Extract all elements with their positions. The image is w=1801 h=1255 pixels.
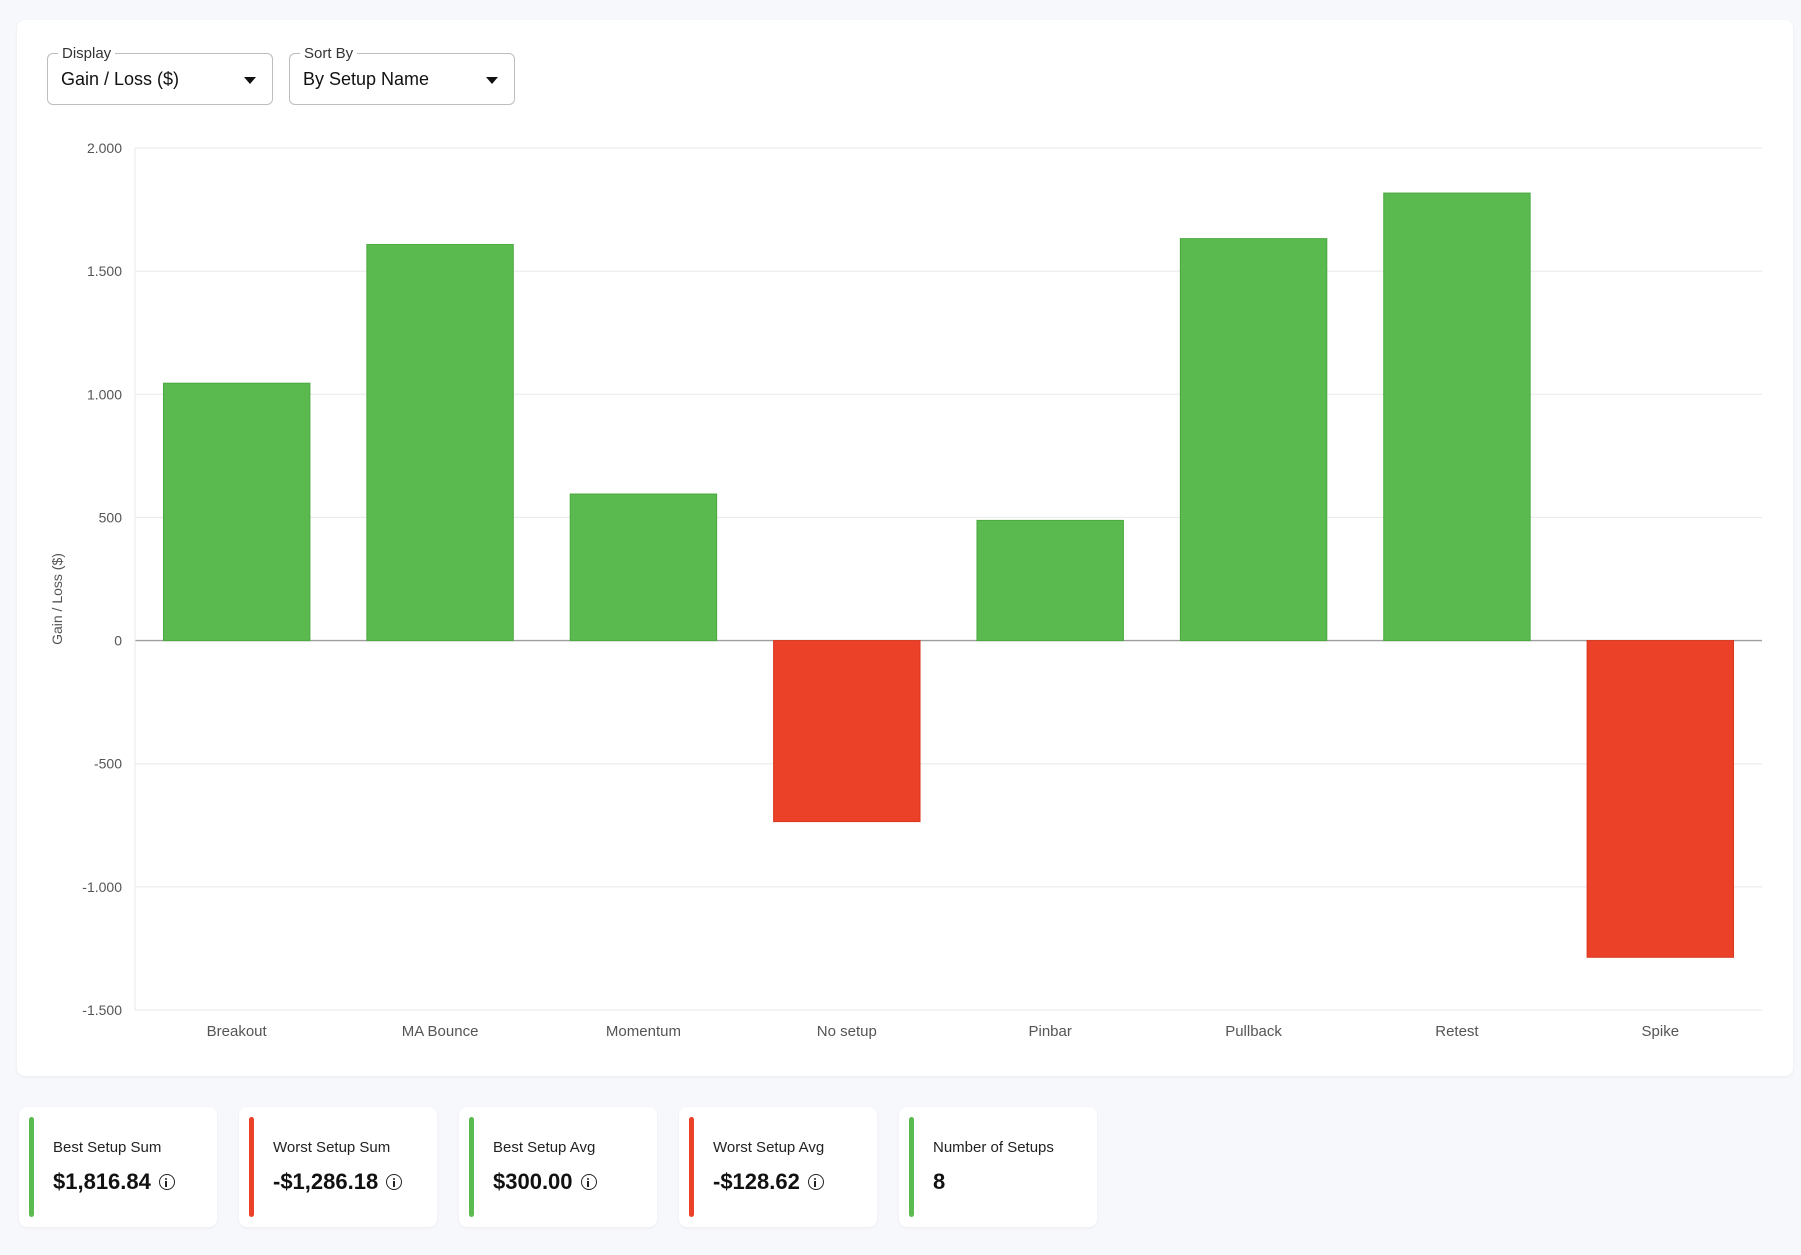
sort-by-select[interactable]: Sort By By Setup Name	[289, 45, 515, 105]
stat-value: $300.00	[493, 1169, 573, 1194]
bar-no-setup	[773, 640, 921, 823]
stat-value-row: $300.00	[493, 1169, 597, 1195]
stat-value: -$1,286.18	[273, 1169, 379, 1194]
stat-title: Number of Setups	[933, 1139, 1054, 1156]
display-select[interactable]: Display Gain / Loss ($)	[47, 45, 273, 105]
stat-accent-bar	[469, 1117, 474, 1217]
stat-title: Worst Setup Sum	[273, 1139, 391, 1156]
stat-card-number-of-setups: Number of Setups 8	[899, 1107, 1097, 1227]
bar-chart: 2.000 1.500 1.000 500 0 -500 -1.000 -1.500 Gain …	[49, 140, 1762, 1040]
sort-by-select-label: Sort By	[300, 45, 358, 62]
stat-value: $1,816.84	[53, 1169, 151, 1194]
stat-accent-bar	[249, 1117, 254, 1217]
chevron-down-icon	[244, 77, 256, 84]
y-tick-label: 1.500	[87, 263, 122, 279]
y-tick-label: -1.500	[82, 1002, 122, 1018]
y-tick-label: 0	[114, 633, 122, 649]
stat-value-row: -$128.62	[713, 1169, 824, 1195]
bar-spike	[1586, 640, 1735, 958]
sort-by-select-value: By Setup Name	[303, 69, 430, 89]
info-icon[interactable]	[386, 1174, 403, 1190]
y-tick-label: 1.000	[87, 386, 122, 402]
info-icon[interactable]	[580, 1174, 597, 1190]
x-tick-label: Pullback	[1225, 1023, 1282, 1040]
stat-card-best-setup-sum: Best Setup Sum $1,816.84	[19, 1107, 217, 1227]
x-tick-label: Breakout	[207, 1023, 268, 1040]
stat-title: Worst Setup Avg	[713, 1139, 825, 1156]
stat-accent-bar	[689, 1117, 694, 1217]
stat-value: 8	[933, 1169, 946, 1194]
x-tick-label: MA Bounce	[402, 1023, 479, 1040]
stat-value-row: $1,816.84	[53, 1169, 175, 1195]
bar-ma-bounce	[366, 244, 514, 642]
x-tick-label: No setup	[817, 1023, 877, 1040]
chart-panel: Display Gain / Loss ($) Sort By By Setup…	[17, 20, 1793, 1076]
stat-accent-bar	[29, 1117, 34, 1217]
display-select-value: Gain / Loss ($)	[61, 69, 180, 89]
info-icon[interactable]	[807, 1174, 824, 1190]
display-select-label: Display	[58, 45, 116, 62]
stat-card-best-setup-avg: Best Setup Avg $300.00	[459, 1107, 657, 1227]
bar-pullback	[1179, 238, 1328, 642]
y-tick-label: 500	[99, 509, 123, 525]
info-icon[interactable]	[158, 1174, 175, 1190]
stat-card-worst-setup-sum: Worst Setup Sum -$1,286.18	[239, 1107, 437, 1227]
y-axis-label: Gain / Loss ($)	[49, 553, 65, 645]
stat-title: Best Setup Avg	[493, 1139, 596, 1156]
x-tick-label: Pinbar	[1029, 1023, 1072, 1040]
y-tick-label: -1.000	[82, 879, 122, 895]
stat-card-worst-setup-avg: Worst Setup Avg -$128.62	[679, 1107, 877, 1227]
y-tick-label: 2.000	[87, 140, 122, 156]
x-tick-label: Retest	[1435, 1023, 1479, 1040]
x-tick-label: Spike	[1642, 1023, 1680, 1040]
bar-retest	[1383, 192, 1531, 642]
bar-pinbar	[976, 519, 1124, 642]
stat-value-row: -$1,286.18	[273, 1169, 403, 1195]
stat-value: -$128.62	[713, 1169, 800, 1194]
y-tick-label: -500	[94, 756, 122, 772]
stat-title: Best Setup Sum	[53, 1139, 162, 1156]
bar-momentum	[569, 493, 718, 642]
x-tick-label: Momentum	[606, 1023, 681, 1040]
bar-breakout	[162, 382, 311, 642]
chevron-down-icon	[486, 77, 498, 84]
stat-accent-bar	[909, 1117, 914, 1217]
stat-value-row: 8	[933, 1169, 945, 1195]
